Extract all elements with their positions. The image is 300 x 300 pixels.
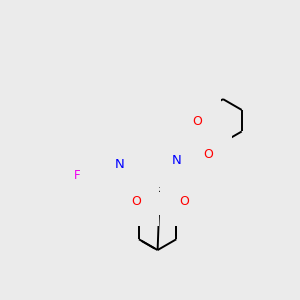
Text: O: O: [131, 195, 141, 208]
Text: F: F: [74, 169, 81, 182]
Text: Br: Br: [155, 150, 168, 163]
Text: O: O: [192, 115, 202, 128]
Text: N: N: [172, 154, 181, 167]
Text: S: S: [156, 182, 164, 195]
Text: O: O: [179, 195, 189, 208]
Text: N: N: [115, 158, 124, 171]
Text: O: O: [203, 148, 213, 161]
